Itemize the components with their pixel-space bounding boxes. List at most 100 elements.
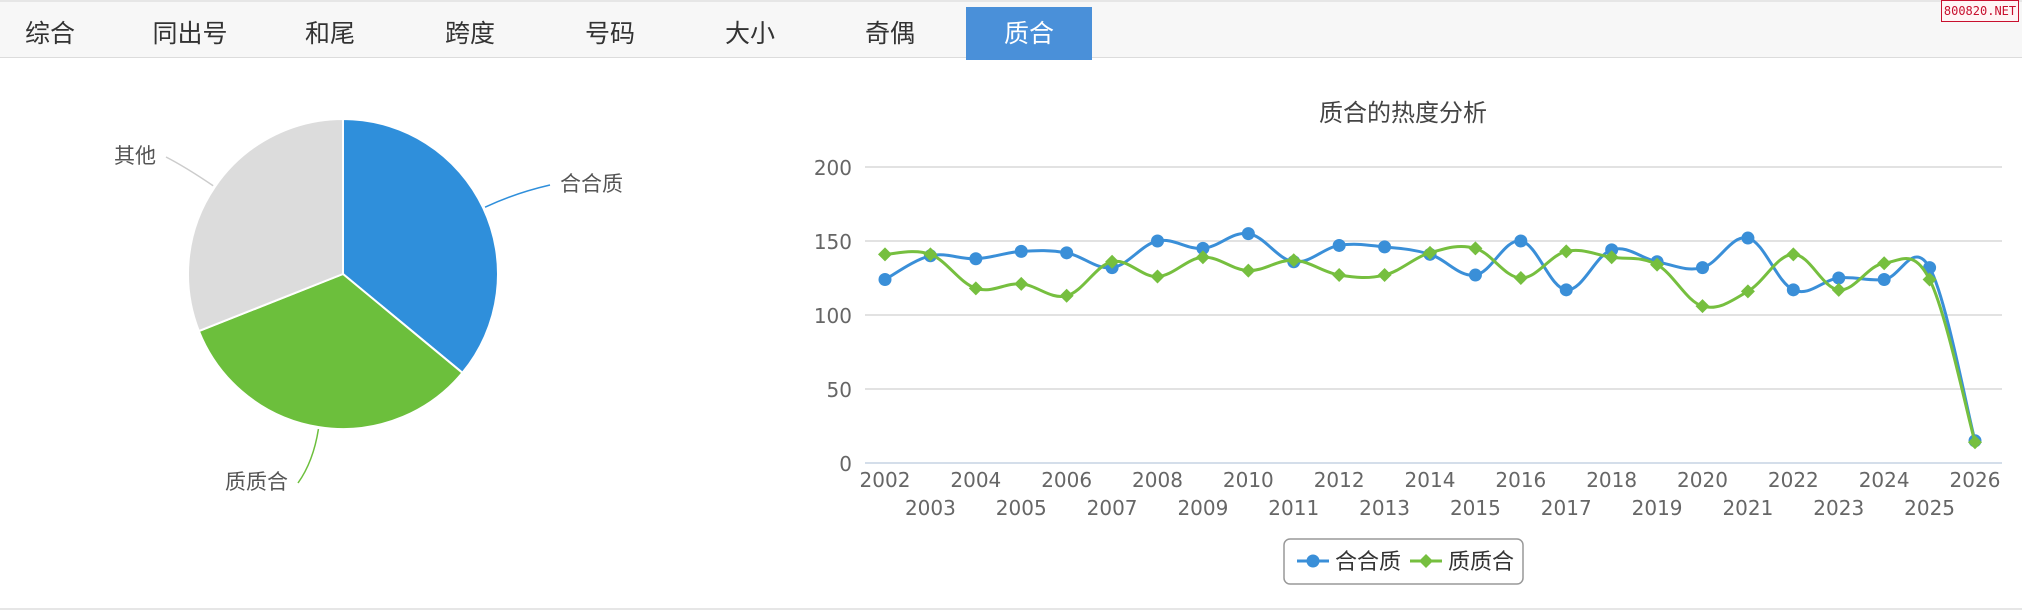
x-tick-label: 2025	[1904, 496, 1955, 520]
pie-slice	[342, 117, 499, 375]
legend-label: 质质合	[1448, 550, 1514, 575]
legend-label: 合合质	[1335, 550, 1401, 575]
x-tick-label: 2024	[1859, 468, 1910, 492]
data-point	[1922, 272, 1937, 287]
y-tick-label: 50	[827, 378, 852, 402]
tab-zonghe[interactable]: 综合	[24, 19, 75, 48]
pie-slice	[197, 272, 464, 430]
x-tick-label: 2012	[1314, 468, 1365, 492]
data-point	[1014, 276, 1029, 291]
legend-marker	[1419, 554, 1433, 568]
data-point	[969, 252, 983, 266]
x-tick-label: 2013	[1359, 496, 1410, 520]
y-tick-label: 0	[839, 452, 852, 476]
pie-leader-line	[165, 156, 214, 187]
x-tick-label: 2018	[1586, 468, 1637, 492]
pie-leader-line	[297, 428, 320, 484]
series-line	[884, 231, 1977, 442]
legend-box	[1283, 538, 1524, 585]
data-point	[1060, 246, 1074, 260]
tab-tongchuhao[interactable]: 同出号	[152, 19, 228, 48]
pie-label: 合合质	[560, 172, 623, 196]
tab-daxiao[interactable]: 大小	[724, 19, 775, 48]
x-tick-label: 2022	[1768, 468, 1819, 492]
data-point	[1332, 238, 1346, 252]
data-point	[1605, 243, 1619, 257]
data-point	[1877, 256, 1892, 271]
data-point	[1468, 268, 1482, 282]
tab-zhihe[interactable]: 质合	[966, 7, 1092, 60]
x-tick-label: 2004	[950, 468, 1001, 492]
x-tick-label: 2016	[1495, 468, 1546, 492]
data-point	[923, 247, 938, 262]
x-tick-label: 2003	[905, 496, 956, 520]
data-point	[1741, 231, 1755, 245]
chart-legend: 合合质 质质合	[1283, 538, 1524, 585]
line-chart: 质合的热度分析 0 50 100 150 200 2002 2003 2004 2005 2006 2…	[814, 99, 2002, 585]
tab-jiou[interactable]: 奇偶	[864, 19, 915, 48]
pie-slice	[187, 117, 344, 333]
x-tick-label: 2017	[1541, 496, 1592, 520]
data-point	[1059, 288, 1074, 303]
x-tick-label: 2014	[1405, 468, 1456, 492]
data-point	[1513, 271, 1528, 285]
data-point	[1468, 241, 1483, 256]
data-point	[1241, 263, 1256, 278]
data-point	[1105, 254, 1120, 269]
data-point	[1196, 241, 1210, 255]
tab-haoma[interactable]: 号码	[584, 19, 635, 48]
data-point	[1014, 244, 1028, 258]
pie-label: 其他	[114, 144, 156, 168]
x-tick-label: 2009	[1177, 496, 1228, 520]
pie-leader-line	[484, 184, 551, 208]
x-tick-label: 2021	[1722, 496, 1773, 520]
data-point	[1195, 250, 1210, 265]
legend-marker	[1306, 554, 1320, 568]
tab-hewei[interactable]: 和尾	[304, 19, 355, 48]
data-point	[1151, 234, 1164, 248]
data-point	[1877, 272, 1891, 286]
x-tick-label: 2005	[996, 496, 1047, 520]
data-point	[878, 272, 892, 286]
x-tick-label: 2006	[1041, 468, 1092, 492]
data-point	[1696, 261, 1709, 275]
data-point	[1695, 299, 1710, 314]
x-tick-label: 2002	[860, 468, 911, 492]
data-point	[1332, 268, 1347, 283]
x-tick-label: 2019	[1632, 496, 1683, 520]
x-tick-label: 2020	[1677, 468, 1728, 492]
y-tick-label: 150	[814, 230, 852, 254]
data-point	[1378, 240, 1392, 254]
data-point	[1241, 227, 1255, 241]
y-tick-label: 100	[814, 304, 852, 328]
data-point	[1423, 245, 1437, 260]
data-point	[1514, 234, 1528, 248]
data-point	[1740, 284, 1755, 299]
data-point	[1786, 247, 1801, 262]
data-point	[878, 247, 892, 262]
x-tick-label: 2007	[1087, 496, 1138, 520]
data-point	[1650, 257, 1665, 272]
x-tick-label: 2023	[1813, 496, 1864, 520]
bottom-divider	[0, 608, 2022, 610]
data-point	[968, 281, 983, 296]
series-line	[884, 245, 1977, 443]
data-point	[1150, 269, 1165, 284]
data-point	[1832, 271, 1846, 285]
x-tick-label: 2026	[1950, 468, 2001, 492]
data-point	[1559, 283, 1573, 297]
data-point	[1559, 244, 1574, 259]
data-point	[1604, 250, 1619, 265]
tab-bar: 综合 同出号 和尾 跨度 号码 大小 奇偶 质合	[0, 0, 2022, 60]
x-tick-label: 2015	[1450, 496, 1501, 520]
y-tick-label: 200	[814, 156, 852, 180]
tab-kuadu[interactable]: 跨度	[444, 19, 495, 48]
x-tick-label: 2010	[1223, 468, 1274, 492]
data-point	[1377, 268, 1392, 283]
site-watermark: 800820.NET	[1941, 0, 2019, 22]
pie-label: 质质合	[225, 470, 288, 494]
data-point	[1831, 282, 1846, 297]
x-tick-label: 2008	[1132, 468, 1183, 492]
data-point	[1968, 435, 1982, 450]
